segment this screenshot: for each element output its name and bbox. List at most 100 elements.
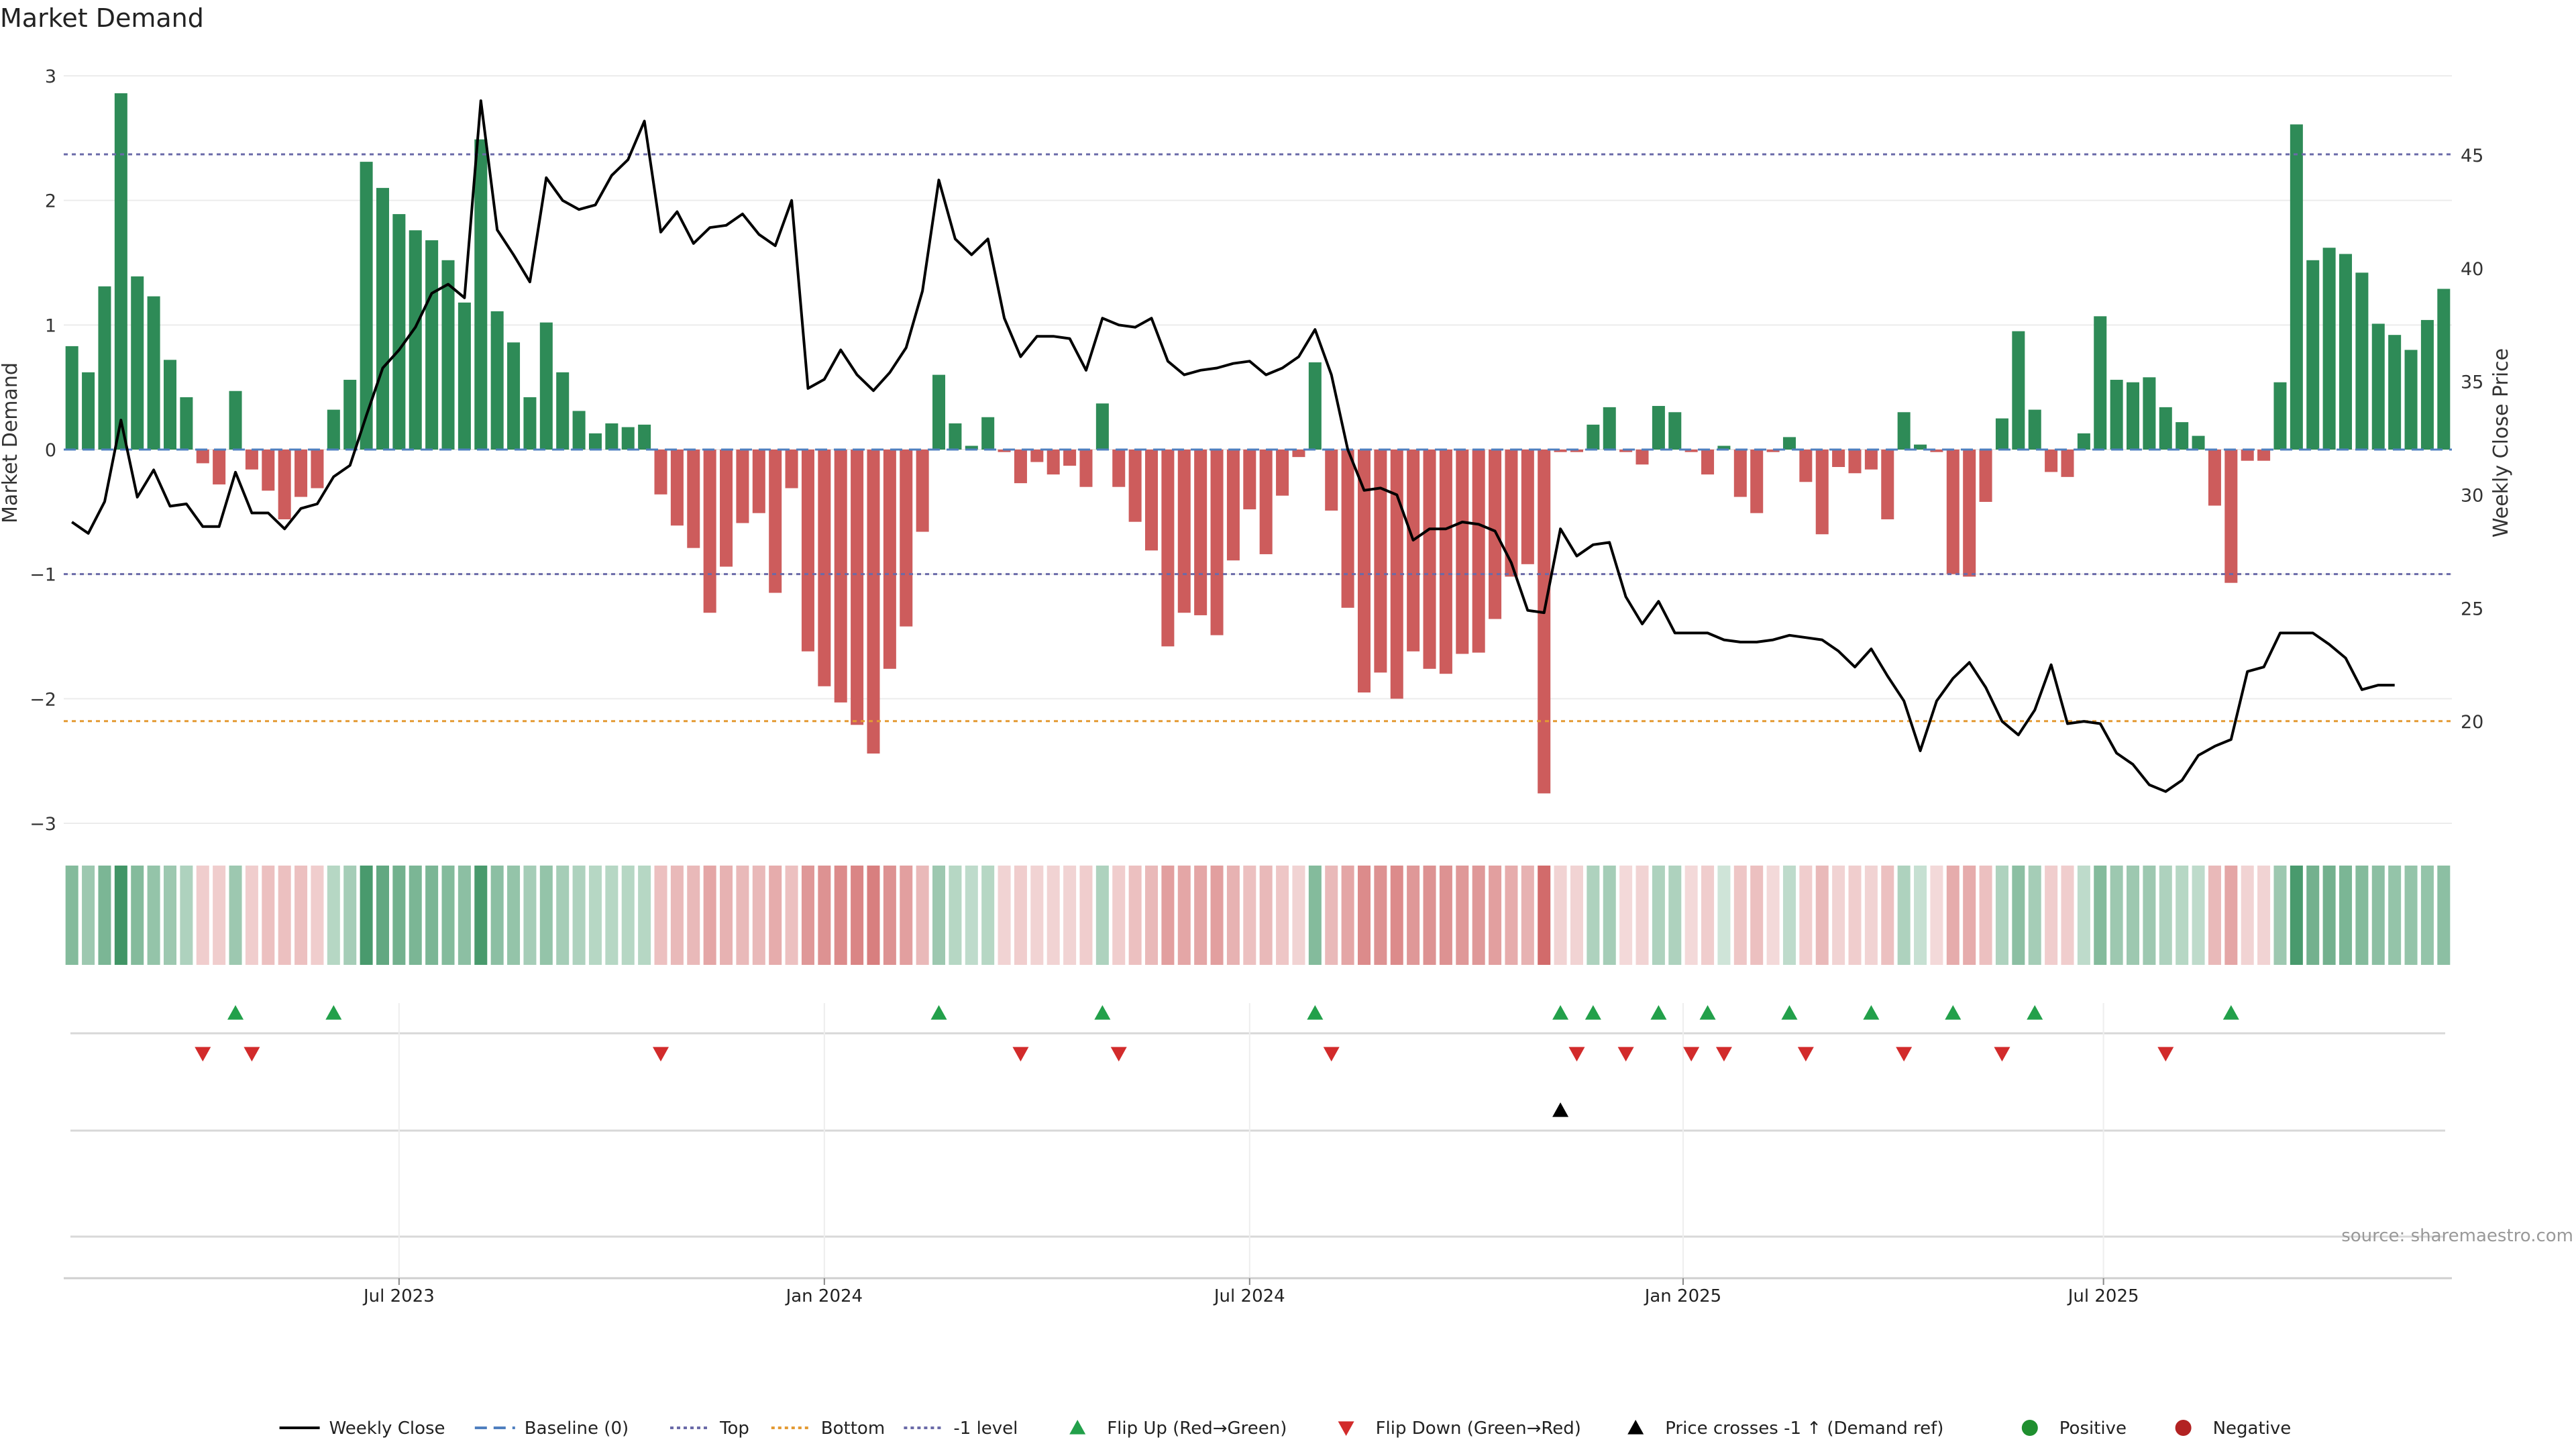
demand-bar: [311, 450, 324, 488]
demand-bar: [834, 450, 847, 703]
x-tick-label: Jan 2025: [1644, 1286, 1722, 1306]
heat-cell: [2127, 866, 2140, 965]
heat-cell: [2388, 866, 2402, 965]
demand-bar: [1505, 450, 1518, 577]
y2-axis-label: Weekly Close Price: [2489, 348, 2513, 537]
flip-up-marker: [1863, 1005, 1880, 1020]
demand-bar: [1897, 412, 1911, 450]
heat-cell: [867, 866, 880, 965]
demand-bar: [932, 374, 946, 450]
demand-bar: [1259, 450, 1273, 554]
demand-bar: [2012, 331, 2025, 450]
demand-bar: [1014, 450, 1027, 484]
heat-cell: [2339, 866, 2353, 965]
demand-bar: [2192, 435, 2205, 450]
heat-cell: [932, 866, 946, 965]
heat-cell: [1995, 866, 2008, 965]
heat-cell: [294, 866, 308, 965]
heat-cell: [1587, 866, 1600, 965]
demand-bar: [752, 450, 765, 513]
x-tick-label: Jul 2025: [2067, 1286, 2139, 1306]
demand-bar: [2339, 254, 2353, 450]
x-tick-label: Jan 2024: [785, 1286, 863, 1306]
legend-label: -1 level: [953, 1418, 1018, 1439]
flip-up-marker: [1094, 1005, 1111, 1020]
flip-down-marker: [653, 1047, 669, 1061]
flip-up-marker: [1650, 1005, 1667, 1020]
demand-bar: [1979, 450, 1992, 502]
flip-down-marker: [1617, 1047, 1634, 1061]
source-note: source: sharemaestro.com: [2341, 1226, 2573, 1246]
heat-cell: [1603, 866, 1616, 965]
heat-cell: [1538, 866, 1551, 965]
heat-cell: [654, 866, 667, 965]
demand-bar: [1881, 450, 1894, 519]
demand-bar: [2028, 409, 2041, 450]
heat-cell: [474, 866, 488, 965]
heat-cell: [180, 866, 193, 965]
y-tick-label: −2: [30, 689, 56, 710]
flip-up-marker: [1307, 1005, 1324, 1020]
heat-cell: [1128, 866, 1142, 965]
flip-down-marker: [195, 1047, 211, 1061]
demand-bar: [114, 93, 127, 450]
demand-bar: [2208, 450, 2221, 506]
demand-bar: [1782, 437, 1796, 450]
heat-cell: [2437, 866, 2451, 965]
y-tick-label: 2: [45, 191, 56, 212]
demand-bar: [147, 296, 160, 450]
heat-cell: [245, 866, 258, 965]
demand-bar: [2257, 450, 2271, 461]
heat-cell: [2159, 866, 2172, 965]
demand-bar: [2077, 433, 2090, 450]
heat-cell: [392, 866, 406, 965]
heat-cell: [327, 866, 340, 965]
demand-bar: [1930, 450, 1943, 452]
heat-cell: [2143, 866, 2156, 965]
heat-cell: [638, 866, 651, 965]
demand-bar: [2420, 319, 2434, 450]
heat-cell: [1194, 866, 1208, 965]
flip-down-marker: [1568, 1047, 1585, 1061]
heat-cell: [1864, 866, 1878, 965]
demand-bar: [2110, 380, 2123, 450]
demand-bar: [98, 286, 111, 450]
y2-tick-label: 35: [2461, 372, 2483, 393]
demand-bar: [213, 450, 226, 484]
demand-bar: [131, 276, 144, 450]
demand-bar: [572, 411, 586, 450]
flip-down-marker: [1012, 1047, 1029, 1061]
demand-bar: [1701, 450, 1715, 475]
demand-bar: [2094, 316, 2107, 450]
heat-cell: [556, 866, 570, 965]
flip-up-marker: [325, 1005, 342, 1020]
heat-cell: [1030, 866, 1044, 965]
legend-marker: [1338, 1421, 1354, 1436]
heat-cell: [752, 866, 765, 965]
demand-bar: [343, 380, 357, 450]
y2-tick-label: 45: [2461, 146, 2483, 166]
demand-bar: [539, 322, 553, 450]
demand-bar: [883, 450, 896, 669]
demand-bar: [2143, 377, 2156, 450]
heat-cell: [1390, 866, 1403, 965]
demand-bar: [1079, 450, 1093, 487]
heat-cell: [998, 866, 1011, 965]
heat-cell: [1766, 866, 1780, 965]
y-tick-label: 0: [45, 440, 56, 461]
demand-bar: [1684, 450, 1698, 452]
heat-cell: [2290, 866, 2303, 965]
heat-cell: [98, 866, 111, 965]
signal-panels: [64, 1003, 2452, 1282]
demand-bar: [2355, 272, 2369, 450]
heat-cell: [196, 866, 209, 965]
demand-bar: [1995, 418, 2008, 450]
demand-bar: [949, 423, 962, 450]
flip-down-marker: [1994, 1047, 2010, 1061]
demand-bar: [1030, 450, 1044, 462]
heat-cell: [490, 866, 504, 965]
demand-bar: [2224, 450, 2238, 583]
demand-bar: [605, 423, 619, 450]
flip-up-marker: [1552, 1005, 1569, 1020]
